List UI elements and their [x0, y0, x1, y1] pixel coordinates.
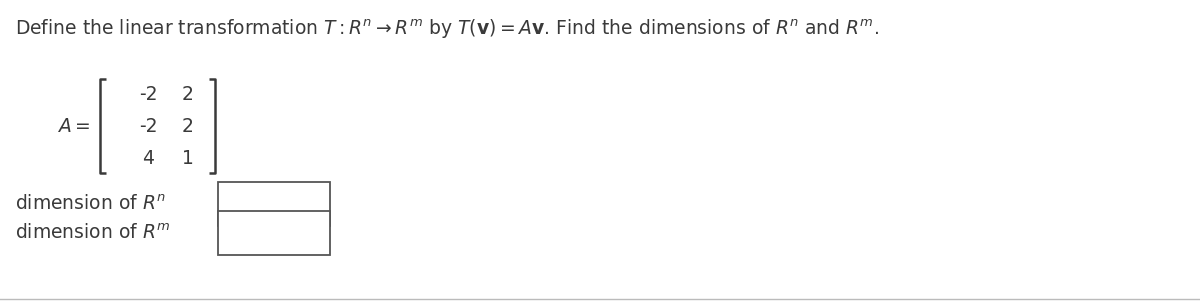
Text: 4: 4 [142, 148, 154, 167]
Text: -2: -2 [139, 85, 157, 104]
Text: -2: -2 [139, 116, 157, 135]
FancyBboxPatch shape [218, 182, 330, 226]
FancyBboxPatch shape [218, 211, 330, 255]
Text: 2: 2 [182, 116, 194, 135]
Text: Define the linear transformation $T: R^n \rightarrow R^m$ by $T(\mathbf{v}) = A\: Define the linear transformation $T: R^n… [14, 18, 880, 42]
Text: dimension of $R^m$: dimension of $R^m$ [14, 223, 170, 243]
Text: $A =$: $A =$ [56, 116, 90, 135]
Text: dimension of $R^n$: dimension of $R^n$ [14, 194, 166, 214]
Text: 2: 2 [182, 85, 194, 104]
Text: 1: 1 [182, 148, 194, 167]
